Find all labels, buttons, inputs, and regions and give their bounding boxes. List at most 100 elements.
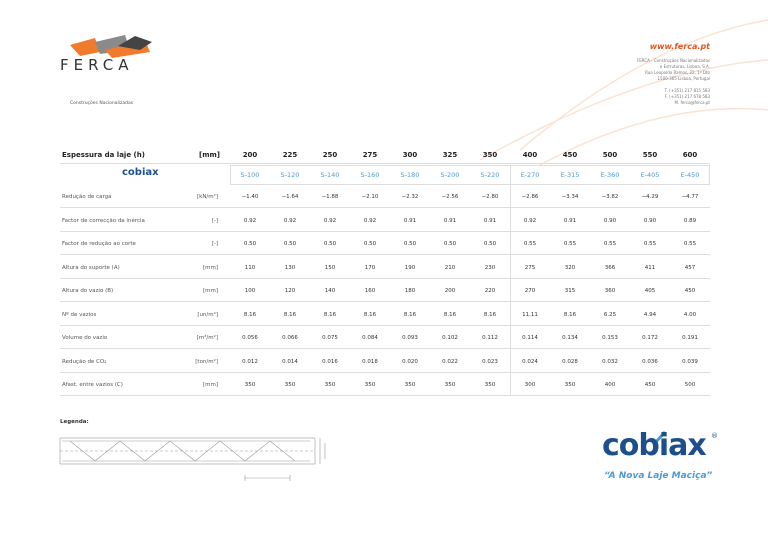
model-code: E-405 [640,171,660,179]
model-code: E-270 [520,171,540,179]
cell: 0.92 [523,217,537,224]
cell: 450 [684,288,696,294]
cell: 0.50 [483,241,497,247]
header-label: Espessura da laje (h) [62,151,145,159]
models-box [230,165,710,185]
cell: 0.92 [323,217,337,224]
cell: 300 [524,382,536,388]
model-code: E-360 [600,171,620,179]
col-divider [510,165,511,395]
cell: 0.55 [643,241,657,247]
cell: 8.16 [403,311,417,318]
cell: −2.56 [441,194,459,200]
cell: 220 [484,288,496,294]
header-value: 225 [282,151,298,159]
cell: 0.153 [602,335,618,341]
cell: −1.40 [241,194,259,200]
cell: 350 [444,382,456,388]
cell: 0.020 [402,358,418,365]
model-code: S-120 [280,171,300,179]
address-line: e Estruturas, Lisboa, S.A. [659,64,710,69]
cell: 350 [404,382,416,388]
row-line [60,395,710,396]
cell: 0.91 [563,217,577,224]
cell: 0.075 [322,335,338,341]
cell: 0.112 [482,335,498,341]
row-unit: [mm] [202,382,218,388]
footer-brand: cobiax [602,428,707,463]
cell: −2.86 [521,194,539,200]
cell: 0.028 [562,358,578,365]
cell: 0.016 [322,358,338,365]
cell: 350 [244,382,256,388]
cell: 110 [244,264,256,271]
cell: 8.16 [363,311,377,318]
cell: 0.036 [642,358,658,365]
address-line: 1500-365 Lisboa, Portugal [657,76,711,81]
cell: 0.102 [442,335,458,341]
cell: 8.16 [283,311,297,318]
cell: 0.093 [402,335,418,341]
cell: 0.014 [282,358,298,365]
cell: 0.50 [283,241,297,247]
row-unit: [kN/m²] [196,194,218,200]
cell: 0.90 [603,217,617,224]
cell: 170 [364,264,376,271]
row-line [60,254,710,255]
tagline: Construções Nacionalizadas [70,101,134,106]
row-label: Nº de vazios [62,311,97,318]
cell: 366 [604,264,616,271]
cell: 500 [684,382,696,388]
cell: 0.55 [683,241,697,247]
cell: 0.55 [563,241,577,247]
address-line: FERCA - Construções Nacionalizadas [636,58,710,63]
cell: 150 [324,264,336,271]
cell: 315 [564,288,576,294]
header-value: 250 [322,151,338,159]
contact: T. (+351) 217 815 583 F. (+351) 217 678 5… [665,88,710,106]
row-line [60,348,710,349]
row-line [60,324,710,326]
header-value: 600 [682,151,698,159]
cell: 8.16 [323,311,337,318]
cell: 8.16 [483,311,497,318]
cell: 450 [644,382,656,388]
cell: 411 [644,264,656,271]
cell: 0.50 [403,241,417,247]
contact-line: M. ferca@ferca.pt [674,100,710,105]
cell: 0.50 [243,241,257,247]
header-value: 300 [402,151,418,159]
cell: 350 [484,382,496,388]
cell: 350 [364,382,376,388]
address: FERCA - Construções Nacionalizadas e Estr… [637,58,710,82]
row-unit: [mm] [202,288,218,294]
cell: −1.64 [281,194,299,200]
model-code: S-200 [440,171,460,179]
cell: 270 [524,288,536,294]
row-line [60,163,710,164]
cell: 0.172 [642,335,658,341]
cell: 8.16 [563,311,577,318]
cell: 0.92 [283,217,297,224]
cell: 0.018 [362,358,378,365]
cell: 350 [564,382,576,388]
cell: 0.032 [602,358,618,365]
row-line [60,301,710,302]
model-code: S-100 [240,171,260,179]
cell: 4.00 [683,311,697,318]
cell: −3.34 [561,194,579,200]
cell: 350 [324,382,336,388]
header-value: 200 [242,151,258,159]
models-logo: cobiax [122,167,159,178]
model-code: E-315 [560,171,580,179]
cell: 8.16 [243,311,257,318]
cell: 405 [644,288,656,294]
cell: 200 [444,288,456,294]
cell: 0.114 [522,335,538,341]
header-value: 450 [562,151,578,159]
cell: 190 [404,264,416,271]
cell: 0.89 [683,217,697,224]
cell: 0.022 [442,358,458,365]
